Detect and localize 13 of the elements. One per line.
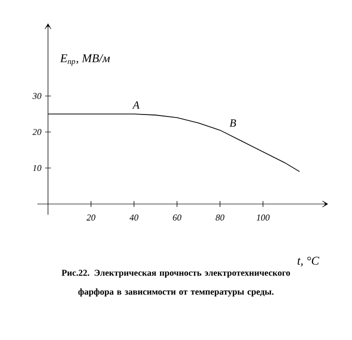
x-tick-label: 60 <box>172 214 182 221</box>
annotation: B <box>230 119 236 127</box>
x-tick-label: 20 <box>86 214 96 221</box>
annotation: A <box>132 101 140 109</box>
x-axis-title: t, °C <box>298 256 320 266</box>
y-axis-title: E$_{пр}$, МВ/м <box>60 54 110 66</box>
y-tick-label: 10 <box>32 164 42 172</box>
text: Рис.22. Электрическая прочность электротехнического фарфора в зависимости от температуры среды. <box>62 270 290 297</box>
x-tick-label: 80 <box>216 214 224 221</box>
x-tick-label: 100 <box>256 214 270 221</box>
y-tick-label: 20 <box>32 128 42 136</box>
y-tick-label: 30 <box>32 92 42 100</box>
x-tick-label: 40 <box>130 214 138 221</box>
